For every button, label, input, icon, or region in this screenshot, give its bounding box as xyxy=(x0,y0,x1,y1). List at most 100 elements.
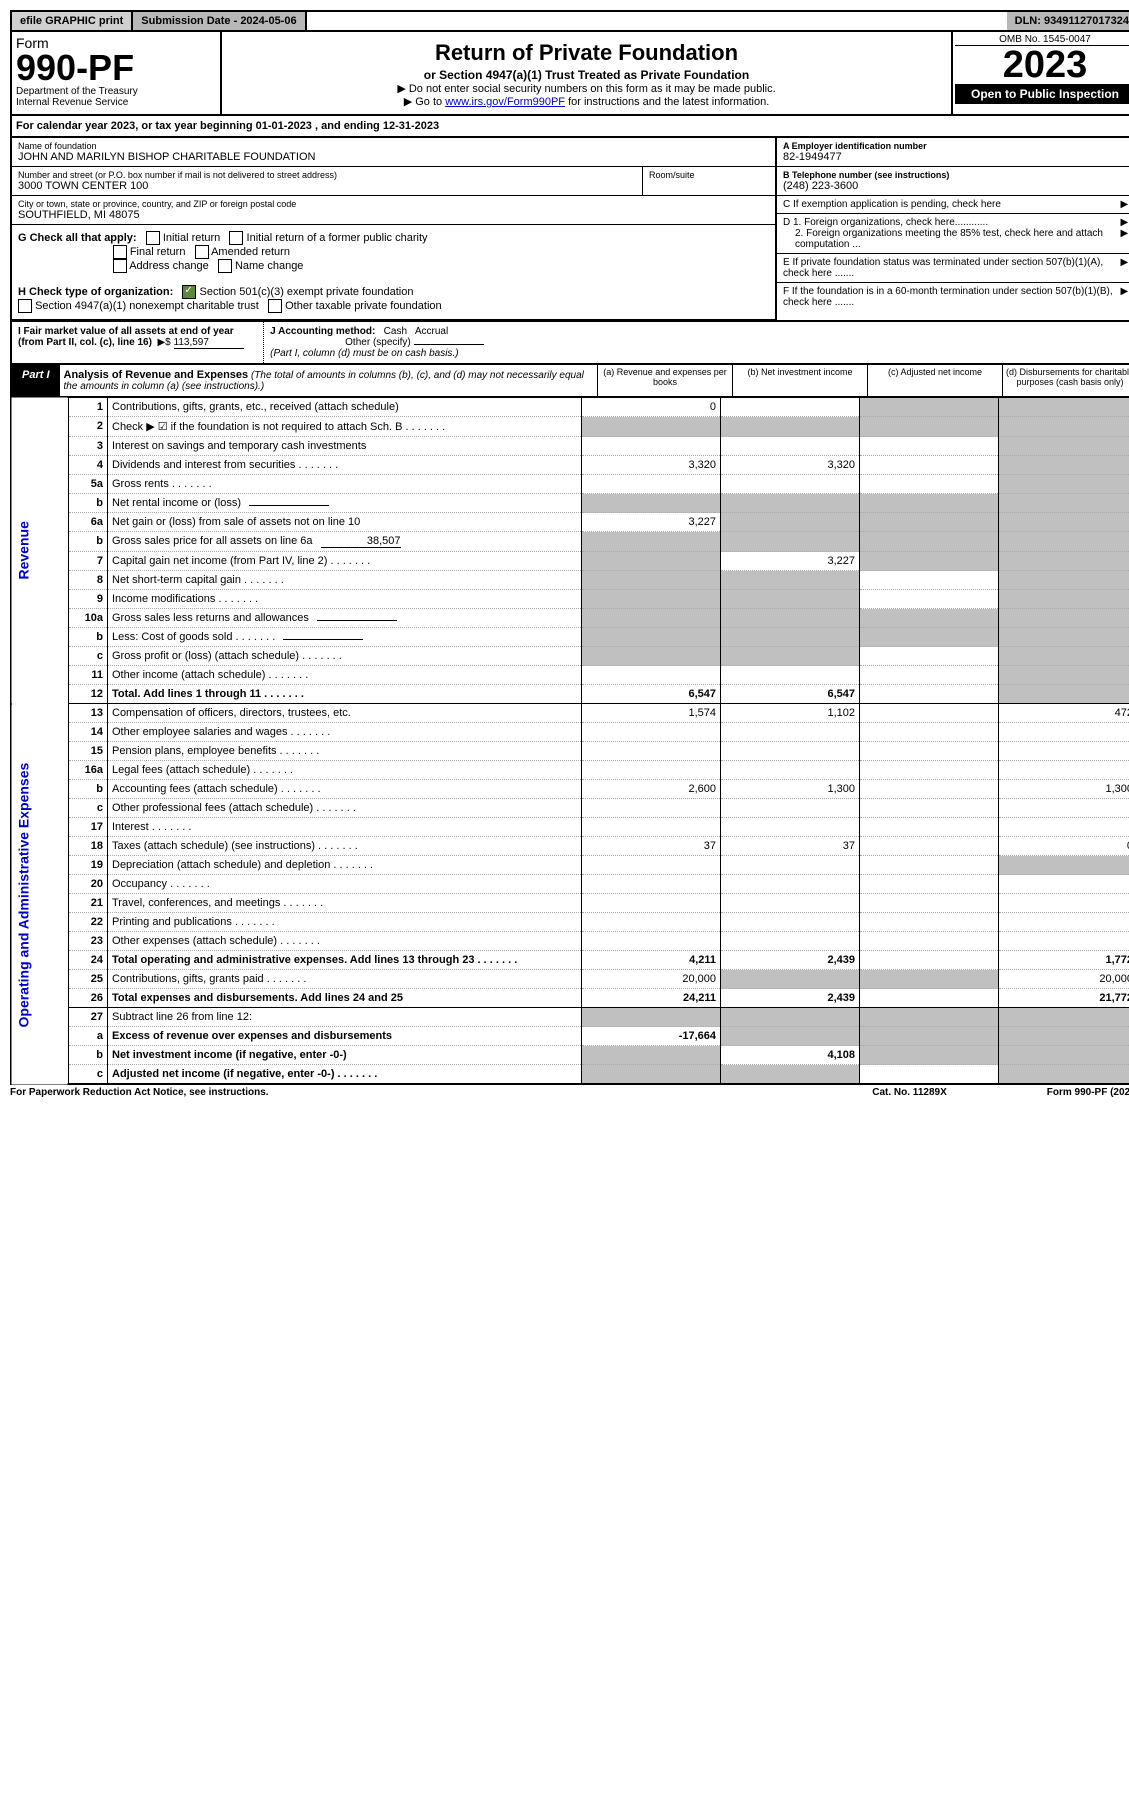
cell-value xyxy=(721,647,860,666)
expenses-side-label: Operating and Administrative Expenses xyxy=(11,704,69,1085)
cell-value xyxy=(860,704,999,723)
line-num: c xyxy=(69,647,108,666)
cell-value xyxy=(999,456,1129,475)
line-num: 6a xyxy=(69,513,108,532)
section-c-label: C If exemption application is pending, c… xyxy=(783,199,1121,210)
checkbox-other-taxable[interactable] xyxy=(268,299,282,313)
cell-value xyxy=(582,875,721,894)
calendar-year-row: For calendar year 2023, or tax year begi… xyxy=(10,116,1129,138)
line-num: b xyxy=(69,1046,108,1065)
line-desc: Interest on savings and temporary cash i… xyxy=(108,437,582,456)
cell-value: 3,227 xyxy=(582,513,721,532)
cell-value: 20,000 xyxy=(999,970,1129,989)
cell-value xyxy=(999,856,1129,875)
checkbox-amended-return[interactable] xyxy=(195,245,209,259)
line-num: 3 xyxy=(69,437,108,456)
form-subtitle: or Section 4947(a)(1) Trust Treated as P… xyxy=(228,68,945,82)
cell-value xyxy=(582,437,721,456)
line-num: a xyxy=(69,1027,108,1046)
line-desc: Gross sales price for all assets on line… xyxy=(108,532,582,552)
cell-value xyxy=(721,532,860,552)
line-desc: Less: Cost of goods sold . . . . . . . xyxy=(108,628,582,647)
cell-value xyxy=(721,856,860,875)
line-num: 12 xyxy=(69,685,108,704)
cell-value xyxy=(999,532,1129,552)
cell-value: 1,102 xyxy=(721,704,860,723)
cell-value xyxy=(860,552,999,571)
cell-value xyxy=(999,475,1129,494)
cell-value xyxy=(582,552,721,571)
paperwork-notice: For Paperwork Reduction Act Notice, see … xyxy=(10,1087,269,1098)
line-desc: Depreciation (attach schedule) and deple… xyxy=(108,856,582,875)
cell-value xyxy=(721,723,860,742)
part1-table: Revenue1Contributions, gifts, grants, et… xyxy=(10,398,1129,1085)
line-desc: Income modifications . . . . . . . xyxy=(108,590,582,609)
street-address: 3000 TOWN CENTER 100 xyxy=(18,180,636,192)
section-ij: I Fair market value of all assets at end… xyxy=(10,322,1129,365)
line-desc: Compensation of officers, directors, tru… xyxy=(108,704,582,723)
cell-value xyxy=(860,856,999,875)
col-c-header: (c) Adjusted net income xyxy=(867,365,1002,396)
cat-number: Cat. No. 11289X xyxy=(872,1087,946,1098)
city-state-zip: SOUTHFIELD, MI 48075 xyxy=(18,209,769,221)
line-desc: Total. Add lines 1 through 11 . . . . . … xyxy=(108,685,582,704)
cell-value xyxy=(582,1046,721,1065)
cell-value xyxy=(582,609,721,628)
cell-value xyxy=(721,761,860,780)
cell-value xyxy=(860,761,999,780)
checkbox-final-return[interactable] xyxy=(113,245,127,259)
cell-value xyxy=(582,532,721,552)
cell-value xyxy=(721,398,860,417)
line-num: c xyxy=(69,799,108,818)
page-footer: For Paperwork Reduction Act Notice, see … xyxy=(10,1085,1129,1098)
top-bar: efile GRAPHIC print Submission Date - 20… xyxy=(10,10,1129,32)
cell-value xyxy=(999,894,1129,913)
cell-value xyxy=(860,571,999,590)
cell-value xyxy=(860,894,999,913)
line-desc: Other professional fees (attach schedule… xyxy=(108,799,582,818)
cell-value xyxy=(582,475,721,494)
cell-value xyxy=(860,799,999,818)
cell-value xyxy=(721,609,860,628)
line-desc: Gross rents . . . . . . . xyxy=(108,475,582,494)
cell-value xyxy=(582,894,721,913)
form990pf-link[interactable]: www.irs.gov/Form990PF xyxy=(445,96,565,108)
line-num: 24 xyxy=(69,951,108,970)
tax-year-begin: 01-01-2023 xyxy=(256,120,312,132)
line-num: 9 xyxy=(69,590,108,609)
cell-value xyxy=(999,590,1129,609)
cell-value xyxy=(860,666,999,685)
section-f-label: F If the foundation is in a 60-month ter… xyxy=(783,286,1121,308)
cell-value xyxy=(999,417,1129,437)
line-num: 26 xyxy=(69,989,108,1008)
line-desc: Printing and publications . . . . . . . xyxy=(108,913,582,932)
line-desc: Net investment income (if negative, ente… xyxy=(108,1046,582,1065)
col-a-header: (a) Revenue and expenses per books xyxy=(597,365,732,396)
cell-value xyxy=(860,818,999,837)
line-desc: Excess of revenue over expenses and disb… xyxy=(108,1027,582,1046)
line-num: b xyxy=(69,494,108,513)
cell-value xyxy=(860,951,999,970)
checkbox-initial-return[interactable] xyxy=(146,231,160,245)
cell-value xyxy=(999,494,1129,513)
telephone: (248) 223-3600 xyxy=(783,180,1129,192)
cell-value xyxy=(582,571,721,590)
checkbox-name-change[interactable] xyxy=(218,259,232,273)
line-num: 23 xyxy=(69,932,108,951)
cell-value xyxy=(860,417,999,437)
cell-value xyxy=(999,932,1129,951)
cell-value: 2,600 xyxy=(582,780,721,799)
open-public-badge: Open to Public Inspection xyxy=(955,84,1129,104)
cell-value xyxy=(582,1065,721,1085)
line-num: b xyxy=(69,628,108,647)
entity-info: Name of foundation JOHN AND MARILYN BISH… xyxy=(10,138,1129,322)
checkbox-initial-former[interactable] xyxy=(229,231,243,245)
tax-year: 2023 xyxy=(955,46,1129,84)
cell-value xyxy=(999,437,1129,456)
checkbox-address-change[interactable] xyxy=(113,259,127,273)
cell-value xyxy=(860,494,999,513)
checkbox-501c3[interactable] xyxy=(182,285,196,299)
checkbox-4947a1[interactable] xyxy=(18,299,32,313)
cell-value xyxy=(721,970,860,989)
line-desc: Gross sales less returns and allowances xyxy=(108,609,582,628)
